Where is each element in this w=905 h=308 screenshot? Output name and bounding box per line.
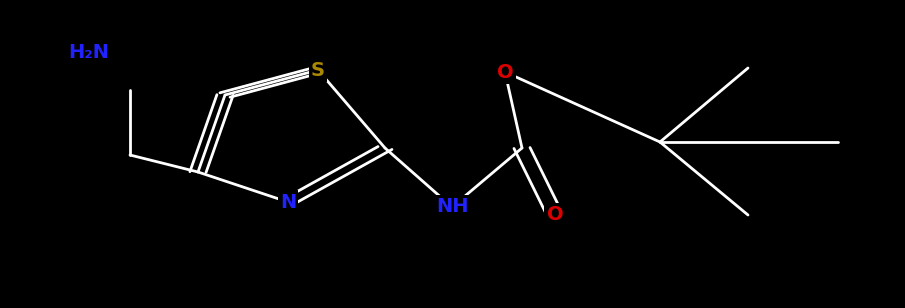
Text: NH: NH: [435, 197, 468, 217]
Text: H₂N: H₂N: [68, 43, 109, 62]
Text: S: S: [311, 60, 325, 79]
Text: O: O: [547, 205, 563, 225]
Text: O: O: [497, 63, 513, 82]
Text: N: N: [280, 192, 296, 212]
